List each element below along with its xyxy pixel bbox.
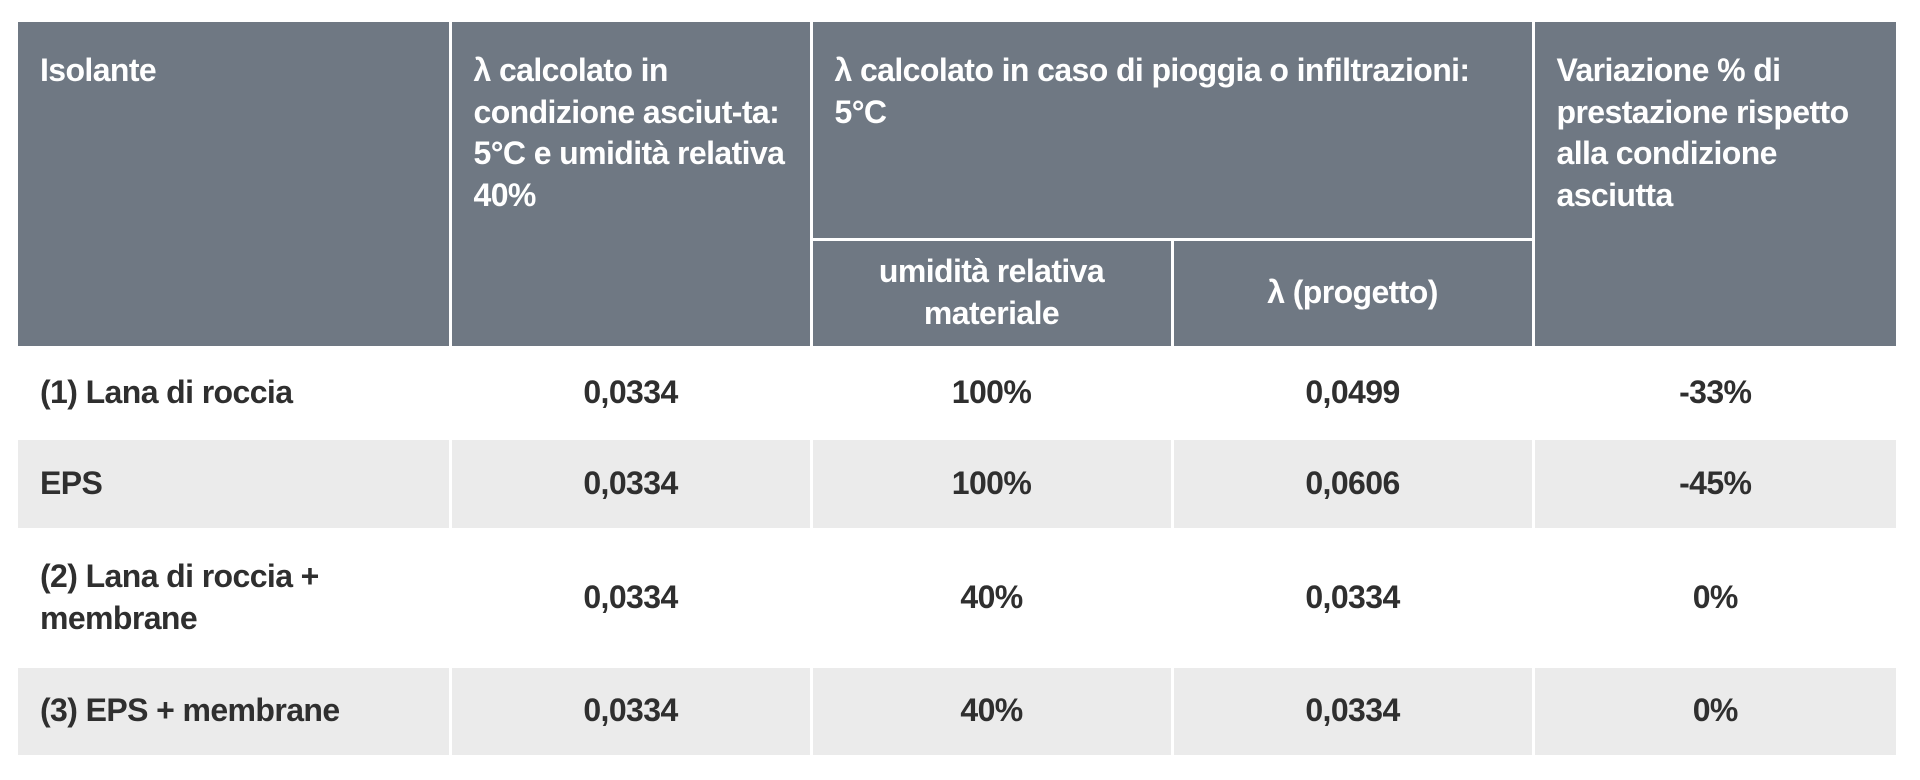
cell: 0,0334 bbox=[448, 527, 813, 668]
cell: 0,0334 bbox=[448, 436, 813, 531]
header-cell: Isolante bbox=[18, 22, 452, 349]
cell: 0,0334 bbox=[448, 345, 813, 440]
table-row: (2) Lana di roccia + membrane 0,0334 40% 0,… bbox=[18, 527, 1896, 668]
header-cell: λ calcolato in condizione asciut-ta: 5°C… bbox=[448, 22, 813, 349]
row-label: (3) EPS + membrane bbox=[18, 664, 452, 758]
cell: 100% bbox=[809, 345, 1174, 440]
table-row: (1) Lana di roccia 0,0334 100% 0,0499 -33% bbox=[18, 345, 1896, 440]
cell: 40% bbox=[809, 527, 1174, 668]
cell: -45% bbox=[1531, 436, 1896, 531]
cell: 0% bbox=[1531, 664, 1896, 758]
row-label: (2) Lana di roccia + membrane bbox=[18, 527, 452, 668]
header-cell: Variazione % di prestazione rispetto all… bbox=[1531, 22, 1896, 349]
cell: 40% bbox=[809, 664, 1174, 758]
row-label: (1) Lana di roccia bbox=[18, 345, 452, 440]
header-subcell: umidità relativa materiale bbox=[811, 237, 1174, 349]
data-table: Isolante λ calcolato in condizione asciu… bbox=[18, 22, 1896, 758]
table-row: EPS 0,0334 100% 0,0606 -45% bbox=[18, 436, 1896, 531]
cell: 0,0334 bbox=[1170, 664, 1535, 758]
table-row: (3) EPS + membrane 0,0334 40% 0,0334 0% bbox=[18, 664, 1896, 758]
cell: 100% bbox=[809, 436, 1174, 531]
cell: 0,0499 bbox=[1170, 345, 1535, 440]
cell: 0% bbox=[1531, 527, 1896, 668]
row-label: EPS bbox=[18, 436, 452, 531]
cell: 0,0334 bbox=[448, 664, 813, 758]
header-group-cell: λ calcolato in caso di pioggia o infiltr… bbox=[809, 22, 1535, 241]
table-body: (1) Lana di roccia 0,0334 100% 0,0499 -33% EP… bbox=[18, 345, 1896, 758]
cell: 0,0606 bbox=[1170, 436, 1535, 531]
cell: 0,0334 bbox=[1170, 527, 1535, 668]
header-subcell: λ (progetto) bbox=[1170, 237, 1533, 349]
cell: -33% bbox=[1531, 345, 1896, 440]
